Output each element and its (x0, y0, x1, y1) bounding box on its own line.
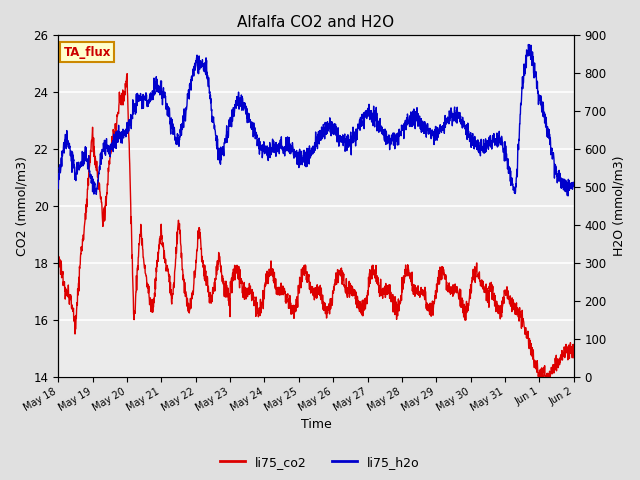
li75_h2o (54, 186, 62, 192)
li75_h2o (81, 150, 88, 156)
li75_co2 (534, 373, 542, 379)
li75_h2o (291, 154, 299, 159)
li75_co2 (81, 222, 88, 228)
Y-axis label: CO2 (mmol/m3): CO2 (mmol/m3) (15, 156, 28, 256)
Line: li75_co2: li75_co2 (58, 73, 574, 376)
Title: Alfalfa CO2 and H2O: Alfalfa CO2 and H2O (237, 15, 395, 30)
Legend: li75_co2, li75_h2o: li75_co2, li75_h2o (215, 451, 425, 474)
li75_h2o (525, 42, 532, 48)
li75_h2o (305, 146, 313, 152)
li75_co2 (54, 258, 62, 264)
li75_h2o (564, 193, 572, 199)
X-axis label: Time: Time (301, 419, 332, 432)
li75_h2o (460, 123, 468, 129)
li75_h2o (556, 168, 563, 173)
li75_co2 (305, 283, 313, 289)
Text: TA_flux: TA_flux (63, 46, 111, 59)
li75_co2 (124, 71, 131, 76)
li75_co2 (556, 360, 563, 365)
Y-axis label: H2O (mmol/m3): H2O (mmol/m3) (612, 156, 625, 256)
li75_h2o (555, 176, 563, 181)
li75_co2 (570, 355, 578, 360)
li75_h2o (570, 181, 578, 187)
li75_co2 (461, 302, 468, 308)
Line: li75_h2o: li75_h2o (58, 45, 574, 196)
li75_co2 (556, 360, 563, 366)
li75_co2 (292, 302, 300, 308)
